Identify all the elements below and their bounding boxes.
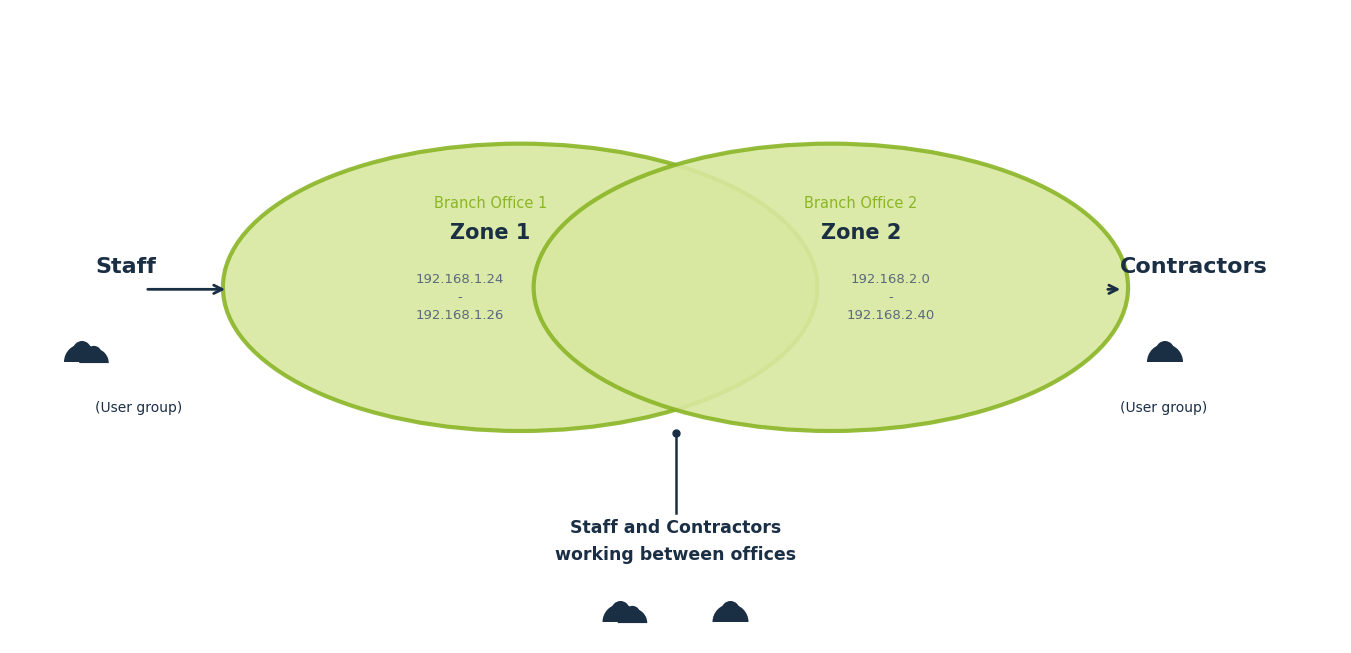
Wedge shape xyxy=(63,344,100,362)
Text: 192.168.2.0: 192.168.2.0 xyxy=(851,273,931,286)
Text: Contractors: Contractors xyxy=(1120,257,1267,278)
Circle shape xyxy=(73,341,91,359)
Circle shape xyxy=(86,346,101,360)
Text: Staff and Contractors: Staff and Contractors xyxy=(570,519,781,537)
Ellipse shape xyxy=(223,144,817,431)
Text: working between offices: working between offices xyxy=(555,546,796,564)
Circle shape xyxy=(721,601,739,619)
Text: 192.168.1.24: 192.168.1.24 xyxy=(416,273,504,286)
Text: -: - xyxy=(889,291,893,304)
Wedge shape xyxy=(603,604,639,622)
Text: Branch Office 2: Branch Office 2 xyxy=(804,197,917,212)
Wedge shape xyxy=(80,348,109,363)
Circle shape xyxy=(612,601,630,619)
Wedge shape xyxy=(617,609,647,623)
Text: Zone 2: Zone 2 xyxy=(820,223,901,243)
Text: Branch Office 1: Branch Office 1 xyxy=(434,197,547,212)
Wedge shape xyxy=(1147,344,1183,362)
Text: (User group): (User group) xyxy=(95,401,182,415)
Circle shape xyxy=(1156,341,1174,359)
Text: -: - xyxy=(458,291,462,304)
Text: (User group): (User group) xyxy=(1120,401,1208,415)
Text: Staff: Staff xyxy=(95,257,155,278)
Ellipse shape xyxy=(534,144,1128,431)
Wedge shape xyxy=(712,604,748,622)
Text: Zone 1: Zone 1 xyxy=(450,223,531,243)
Text: 192.168.2.40: 192.168.2.40 xyxy=(847,309,935,322)
Text: 192.168.1.26: 192.168.1.26 xyxy=(416,309,504,322)
Circle shape xyxy=(626,606,640,620)
